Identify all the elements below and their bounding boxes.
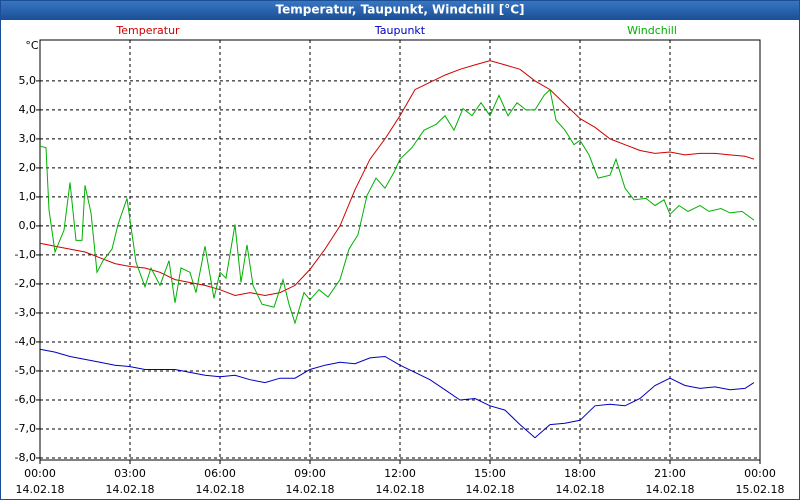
- y-tick-label: -4,0: [15, 335, 36, 348]
- x-tick-label: 18:00: [564, 467, 596, 480]
- y-tick-label: 4,0: [19, 103, 37, 116]
- y-tick-label: -3,0: [15, 306, 36, 319]
- x-tick-label: 03:00: [114, 467, 146, 480]
- legend-entry: Windchill: [627, 24, 677, 37]
- legend-entry: Taupunkt: [374, 24, 426, 37]
- y-axis-label: °C: [25, 39, 39, 52]
- y-tick-label: 1,0: [19, 190, 37, 203]
- x-tick-date: 14.02.18: [106, 483, 155, 496]
- y-tick-label: -5,0: [15, 364, 36, 377]
- y-tick-label: 3,0: [19, 132, 37, 145]
- x-tick-label: 21:00: [654, 467, 686, 480]
- series-line: [39, 348, 755, 439]
- chart-title: Temperatur, Taupunkt, Windchill [°C]: [276, 3, 525, 17]
- x-tick-date: 14.02.18: [16, 483, 65, 496]
- x-tick-date: 14.02.18: [556, 483, 605, 496]
- y-tick-label: -2,0: [15, 277, 36, 290]
- x-tick-date: 14.02.18: [376, 483, 425, 496]
- y-tick-label: -7,0: [15, 422, 36, 435]
- y-tick-label: 2,0: [19, 161, 37, 174]
- x-tick-label: 00:00: [744, 467, 776, 480]
- y-tick-label: -8,0: [15, 451, 36, 464]
- series-line: [39, 60, 755, 297]
- x-tick-label: 12:00: [384, 467, 416, 480]
- y-tick-label: 0,0: [19, 219, 37, 232]
- x-tick-date: 14.02.18: [286, 483, 335, 496]
- x-tick-date: 14.02.18: [196, 483, 245, 496]
- x-tick-date: 14.02.18: [466, 483, 515, 496]
- x-tick-date: 15.02.18: [736, 483, 785, 496]
- x-tick-label: 15:00: [474, 467, 506, 480]
- y-tick-label: -6,0: [15, 393, 36, 406]
- series-line: [39, 88, 755, 325]
- x-tick-label: 09:00: [294, 467, 326, 480]
- x-tick-label: 00:00: [24, 467, 56, 480]
- x-tick-date: 14.02.18: [646, 483, 695, 496]
- y-tick-label: -1,0: [15, 248, 36, 261]
- x-tick-label: 06:00: [204, 467, 236, 480]
- title-bar: [0, 0, 800, 20]
- y-tick-label: 5,0: [19, 74, 37, 87]
- legend-entry: Temperatur: [115, 24, 180, 37]
